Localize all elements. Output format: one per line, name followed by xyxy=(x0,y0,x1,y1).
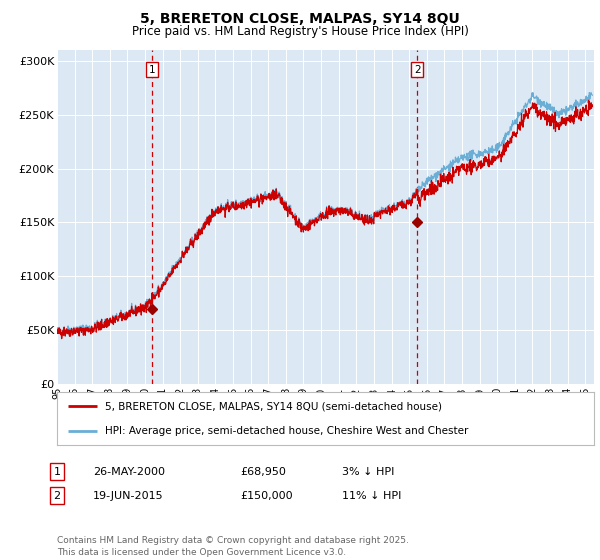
Text: 5, BRERETON CLOSE, MALPAS, SY14 8QU: 5, BRERETON CLOSE, MALPAS, SY14 8QU xyxy=(140,12,460,26)
Text: £68,950: £68,950 xyxy=(240,466,286,477)
Text: 26-MAY-2000: 26-MAY-2000 xyxy=(93,466,165,477)
Text: 19-JUN-2015: 19-JUN-2015 xyxy=(93,491,164,501)
Text: 5, BRERETON CLOSE, MALPAS, SY14 8QU (semi-detached house): 5, BRERETON CLOSE, MALPAS, SY14 8QU (sem… xyxy=(106,402,442,412)
Text: £150,000: £150,000 xyxy=(240,491,293,501)
Text: Contains HM Land Registry data © Crown copyright and database right 2025.
This d: Contains HM Land Registry data © Crown c… xyxy=(57,536,409,557)
Text: 11% ↓ HPI: 11% ↓ HPI xyxy=(342,491,401,501)
Text: 1: 1 xyxy=(53,466,61,477)
Text: HPI: Average price, semi-detached house, Cheshire West and Chester: HPI: Average price, semi-detached house,… xyxy=(106,426,469,436)
Text: 2: 2 xyxy=(53,491,61,501)
Text: 3% ↓ HPI: 3% ↓ HPI xyxy=(342,466,394,477)
Text: 1: 1 xyxy=(149,65,155,74)
Text: 2: 2 xyxy=(414,65,421,74)
Text: Price paid vs. HM Land Registry's House Price Index (HPI): Price paid vs. HM Land Registry's House … xyxy=(131,25,469,38)
